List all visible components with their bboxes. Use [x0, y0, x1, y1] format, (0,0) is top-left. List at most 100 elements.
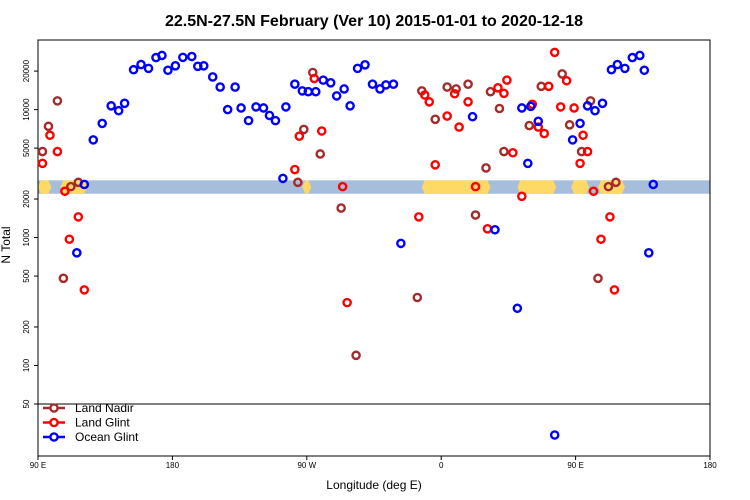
data-point — [490, 224, 500, 235]
data-point — [620, 63, 630, 74]
data-point — [88, 135, 99, 145]
data-point — [299, 124, 309, 135]
data-point — [430, 160, 441, 170]
data-point — [236, 103, 246, 113]
data-point — [523, 158, 533, 169]
legend-label: Ocean Glint — [75, 430, 139, 444]
data-point — [315, 149, 326, 159]
data-point — [243, 115, 254, 126]
data-point — [606, 64, 617, 75]
data-point — [612, 59, 623, 70]
data-point — [113, 105, 124, 116]
data-point — [567, 135, 578, 145]
chart-title: 22.5N-27.5N February (Ver 10) 2015-01-01… — [165, 13, 583, 30]
data-point — [281, 102, 291, 112]
data-point — [517, 103, 527, 113]
legend-marker — [49, 403, 59, 413]
data-point — [536, 81, 547, 92]
data-point — [396, 238, 406, 249]
data-point — [493, 83, 503, 93]
data-point — [463, 97, 473, 107]
x-tick-label: 90 E — [567, 461, 583, 470]
data-point — [564, 120, 575, 130]
data-point — [251, 102, 261, 112]
data-point — [603, 181, 614, 192]
x-tick-label: 180 — [166, 461, 180, 470]
data-points — [37, 47, 659, 440]
x-tick-label: 90 W — [297, 461, 316, 470]
data-point-off-scale — [549, 430, 560, 440]
data-point — [575, 118, 585, 129]
x-axis: 90 E 180 90 W 0 90 E 180 — [30, 456, 717, 470]
data-point — [611, 177, 621, 188]
data-point — [264, 110, 275, 121]
data-point — [517, 191, 527, 202]
data-point — [590, 105, 600, 116]
data-point — [290, 164, 300, 175]
data-point — [367, 79, 378, 89]
data-point — [482, 224, 493, 234]
data-point — [463, 79, 473, 89]
data-point — [157, 50, 167, 61]
y-tick-label: 10000 — [22, 98, 31, 121]
data-point — [485, 86, 496, 97]
data-point — [309, 73, 320, 84]
data-point — [627, 52, 638, 63]
data-point — [45, 130, 55, 141]
data-point — [43, 121, 54, 132]
data-point — [79, 285, 90, 295]
data-point — [557, 69, 567, 79]
data-point — [73, 212, 84, 222]
data-point — [170, 60, 181, 71]
data-point — [331, 91, 342, 101]
data-point — [561, 75, 572, 86]
data-point — [609, 285, 620, 295]
legend-marker — [49, 417, 59, 428]
y-tick-label: 20000 — [22, 59, 31, 82]
data-point — [187, 51, 197, 62]
data-point — [639, 65, 650, 76]
data-point — [502, 75, 512, 85]
data-point — [543, 81, 554, 92]
data-point — [336, 203, 346, 213]
data-point — [72, 247, 82, 258]
data-point — [37, 158, 48, 169]
data-point — [526, 101, 536, 112]
data-point — [442, 82, 452, 92]
land-band-segment — [38, 180, 52, 194]
y-axis: 50 100 200 500 1000 2000 5000 10000 20000 — [22, 59, 38, 408]
data-point — [119, 98, 130, 109]
data-point — [290, 79, 300, 89]
data-point — [549, 47, 560, 58]
data-point — [467, 111, 478, 122]
data-point — [524, 120, 535, 131]
data-point — [442, 111, 452, 121]
data-point — [97, 118, 108, 129]
data-point — [143, 63, 154, 74]
y-tick-label: 500 — [22, 269, 31, 283]
data-point — [136, 59, 146, 70]
x-tick-label: 90 E — [30, 461, 46, 470]
data-point — [569, 103, 579, 113]
land-band-segment — [517, 180, 557, 194]
data-point — [222, 104, 233, 115]
data-point — [419, 90, 430, 100]
data-point — [582, 146, 593, 157]
data-point — [37, 146, 48, 157]
data-point — [508, 147, 518, 158]
data-point — [178, 52, 188, 63]
data-point — [499, 146, 509, 157]
data-point — [533, 116, 544, 127]
data-point — [578, 130, 588, 141]
data-point — [66, 181, 76, 192]
legend-label: Land Glint — [75, 416, 130, 430]
data-point — [588, 186, 599, 197]
data-point — [360, 59, 370, 70]
data-point — [198, 60, 209, 71]
data-point — [310, 86, 321, 97]
data-point — [412, 292, 423, 303]
data-point — [494, 103, 505, 114]
y-tick-label: 2000 — [22, 190, 31, 208]
data-point — [593, 273, 603, 284]
